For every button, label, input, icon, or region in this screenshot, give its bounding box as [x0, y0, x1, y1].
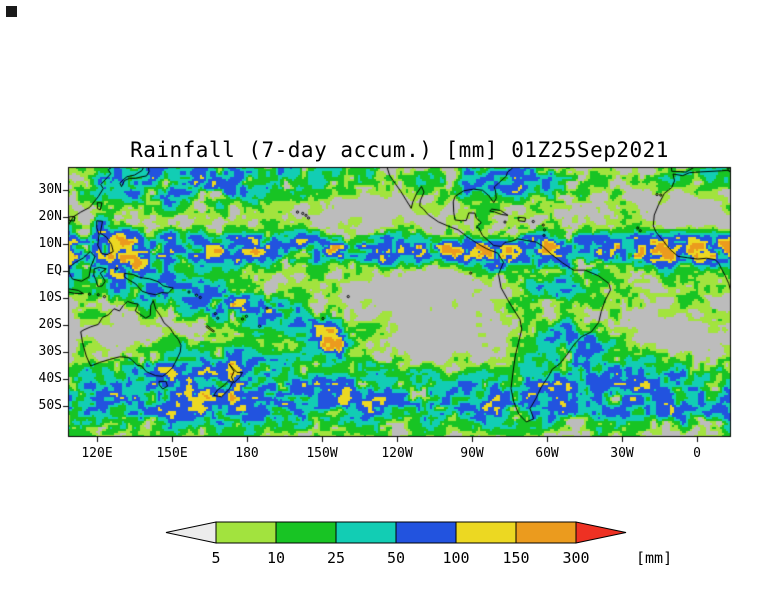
lon-label-60W: 60W [535, 446, 559, 461]
corner-mark [6, 6, 17, 17]
colorbar: 5 10 25 50 100 150 300 [mm] [158, 516, 758, 572]
colorbar-tick-label-25: 25 [327, 549, 345, 567]
lat-label-30S: 30S [38, 343, 62, 359]
lat-label-EQ: EQ [46, 262, 62, 278]
lon-label-0: 0 [693, 446, 701, 461]
lat-label-30N: 30N [38, 181, 62, 197]
lat-label-20S: 20S [38, 316, 62, 332]
colorbar-segment-2 [275, 521, 337, 544]
lat-label-10S: 10S [38, 289, 62, 305]
lon-label-30W: 30W [610, 446, 634, 461]
colorbar-segment-1 [215, 521, 277, 544]
colorbar-tick-label-300: 300 [562, 549, 589, 567]
lon-label-120W: 120W [381, 446, 413, 461]
lon-label-180: 180 [235, 446, 259, 461]
lon-label-150E: 150E [156, 446, 188, 461]
rainfall-map [60, 159, 739, 445]
colorbar-segment-5 [455, 521, 517, 544]
colorbar-arrow-low [165, 521, 217, 544]
lat-label-50S: 50S [38, 397, 62, 413]
colorbar-unit-label: [mm] [636, 549, 672, 567]
lon-label-120E: 120E [81, 446, 113, 461]
colorbar-tick-label-5: 5 [211, 549, 220, 567]
lon-label-90W: 90W [460, 446, 484, 461]
colorbar-segment-4 [395, 521, 457, 544]
colorbar-segment-3 [335, 521, 397, 544]
colorbar-tick-label-100: 100 [442, 549, 469, 567]
lat-label-20N: 20N [38, 208, 62, 224]
colorbar-tick-label-150: 150 [502, 549, 529, 567]
colorbar-segment-6 [515, 521, 577, 544]
lat-label-40S: 40S [38, 370, 62, 386]
colorbar-svg: 5 10 25 50 100 150 300 [mm] [165, 521, 672, 567]
lat-label-10N: 10N [38, 235, 62, 251]
colorbar-arrow-high [575, 521, 627, 544]
colorbar-tick-label-10: 10 [267, 549, 285, 567]
lon-label-150W: 150W [306, 446, 338, 461]
colorbar-tick-label-50: 50 [387, 549, 405, 567]
figure-title: Rainfall (7-day accum.) [mm] 01Z25Sep202… [130, 138, 669, 162]
